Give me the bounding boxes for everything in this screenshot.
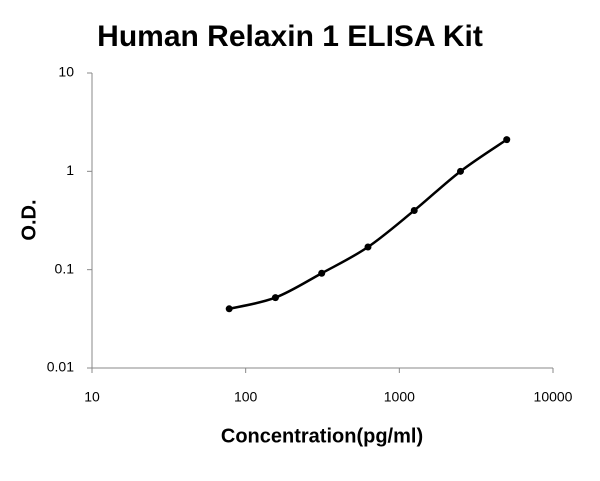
x-tick-label: 10 xyxy=(84,389,100,405)
y-tick-label: 0.01 xyxy=(47,359,74,375)
point xyxy=(410,206,418,214)
point xyxy=(225,305,233,313)
point xyxy=(503,136,511,144)
y-tick-label: 0.1 xyxy=(55,260,75,276)
x-tick-label: 10000 xyxy=(534,389,573,405)
chart-title: Human Relaxin 1 ELISA Kit xyxy=(97,20,483,53)
y-axis-label: O.D. xyxy=(18,199,40,240)
curve xyxy=(228,138,508,311)
point xyxy=(271,294,279,302)
x-tick-label: 1000 xyxy=(384,389,415,405)
point xyxy=(318,269,326,277)
point xyxy=(364,243,372,251)
x-axis-label: Concentration(pg/ml) xyxy=(221,425,423,447)
x-tick-label: 100 xyxy=(234,389,258,405)
y-tick-label: 1 xyxy=(66,162,74,178)
point xyxy=(456,167,464,175)
y-tick-label: 10 xyxy=(58,64,74,80)
